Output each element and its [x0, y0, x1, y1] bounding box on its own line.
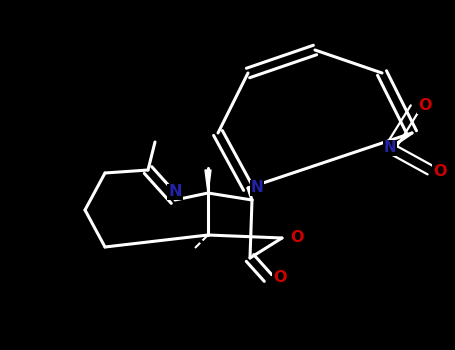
Text: N: N [384, 140, 396, 155]
Text: O: O [290, 231, 304, 245]
Text: N: N [168, 184, 182, 200]
Text: O: O [273, 271, 287, 286]
Text: N: N [251, 181, 263, 196]
Text: O: O [418, 98, 432, 113]
Polygon shape [205, 170, 211, 193]
Text: O: O [433, 164, 447, 180]
